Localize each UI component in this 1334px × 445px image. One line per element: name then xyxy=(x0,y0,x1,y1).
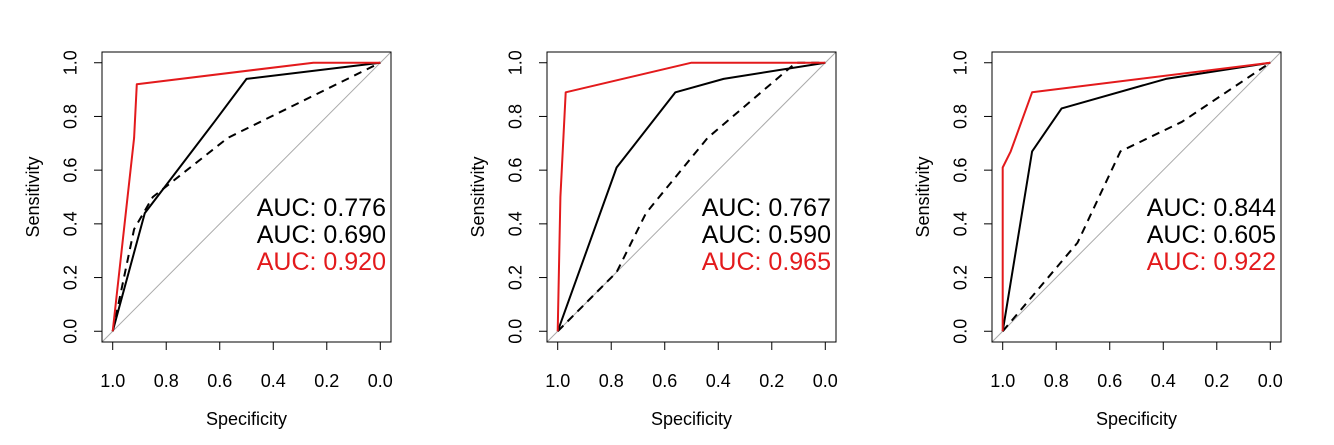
reference-diagonal xyxy=(991,51,1282,343)
roc-curve-1 xyxy=(556,61,826,332)
y-tick-label: 0.0 xyxy=(506,319,526,344)
x-tick-label: 1.0 xyxy=(545,371,570,391)
y-tick-label: 0.6 xyxy=(506,158,526,183)
y-tick-label: 1.0 xyxy=(506,50,526,75)
x-tick-label: 1.0 xyxy=(990,371,1015,391)
y-tick-label: 0.6 xyxy=(951,158,971,183)
y-axis-label: Sensitivity xyxy=(913,156,933,237)
roc-curve-2 xyxy=(111,61,381,332)
x-tick-label: 0.0 xyxy=(368,371,393,391)
x-tick-label: 0.0 xyxy=(813,371,838,391)
auc-label-2: AUC: 0.590 xyxy=(702,221,831,249)
y-tick-label: 0.2 xyxy=(506,265,526,290)
roc-panel-1: 1.0 0.8 0.6 0.4 0.2 0.0 0.0 0.2 0.4 0.6 0.8 1.0 Spec… xyxy=(23,50,393,429)
x-tick-label: 1.0 xyxy=(100,371,125,391)
auc-label-1: AUC: 0.844 xyxy=(1147,194,1276,222)
y-tick-label: 1.0 xyxy=(61,50,81,75)
x-tick-label: 0.8 xyxy=(1044,371,1069,391)
auc-label-2: AUC: 0.690 xyxy=(257,221,386,249)
reference-diagonal xyxy=(546,51,837,343)
roc-curve-1 xyxy=(111,61,381,332)
x-tick-label: 0.6 xyxy=(207,371,232,391)
y-tick-label: 1.0 xyxy=(951,50,971,75)
x-axis-label: Specificity xyxy=(1096,409,1177,429)
auc-label-3: AUC: 0.965 xyxy=(702,248,831,276)
y-tick-label: 0.8 xyxy=(506,104,526,129)
y-tick-label: 0.0 xyxy=(951,319,971,344)
y-axis-label: Sensitivity xyxy=(468,156,488,237)
x-tick-label: 0.2 xyxy=(759,371,784,391)
x-tick-label: 0.4 xyxy=(1151,371,1176,391)
auc-label-3: AUC: 0.922 xyxy=(1147,248,1276,276)
y-tick-label: 0.0 xyxy=(61,319,81,344)
auc-label-1: AUC: 0.776 xyxy=(257,194,386,222)
x-axis-label: Specificity xyxy=(651,409,732,429)
y-tick-label: 0.8 xyxy=(61,104,81,129)
roc-curve-1 xyxy=(1001,61,1271,332)
auc-label-1: AUC: 0.767 xyxy=(702,194,831,222)
y-tick-label: 0.4 xyxy=(61,211,81,236)
x-axis-label: Specificity xyxy=(206,409,287,429)
roc-curve-3 xyxy=(556,61,826,332)
roc-curve-2 xyxy=(1001,61,1271,332)
y-tick-label: 0.8 xyxy=(951,104,971,129)
y-tick-label: 0.4 xyxy=(951,211,971,236)
roc-panel-2: 1.0 0.8 0.6 0.4 0.2 0.0 0.0 0.2 0.4 0.6 0.8 1.0 Spec… xyxy=(468,50,838,429)
x-tick-label: 0.4 xyxy=(706,371,731,391)
x-tick-label: 0.2 xyxy=(314,371,339,391)
y-axis-label: Sensitivity xyxy=(23,156,43,237)
roc-curve-3 xyxy=(111,61,381,332)
x-tick-label: 0.0 xyxy=(1258,371,1283,391)
x-tick-label: 0.8 xyxy=(599,371,624,391)
y-tick-label: 0.4 xyxy=(506,211,526,236)
roc-panel-3: 1.0 0.8 0.6 0.4 0.2 0.0 0.0 0.2 0.4 0.6 0.8 1.0 Spec… xyxy=(913,50,1283,429)
x-tick-label: 0.4 xyxy=(261,371,286,391)
auc-label-2: AUC: 0.605 xyxy=(1147,221,1276,249)
y-tick-label: 0.2 xyxy=(951,265,971,290)
auc-label-3: AUC: 0.920 xyxy=(257,248,386,276)
y-tick-label: 0.6 xyxy=(61,158,81,183)
x-tick-label: 0.2 xyxy=(1204,371,1229,391)
x-tick-label: 0.6 xyxy=(1097,371,1122,391)
x-tick-label: 0.8 xyxy=(154,371,179,391)
reference-diagonal xyxy=(101,51,392,343)
x-tick-label: 0.6 xyxy=(652,371,677,391)
y-tick-label: 0.2 xyxy=(61,265,81,290)
roc-curve-3 xyxy=(1001,61,1271,332)
